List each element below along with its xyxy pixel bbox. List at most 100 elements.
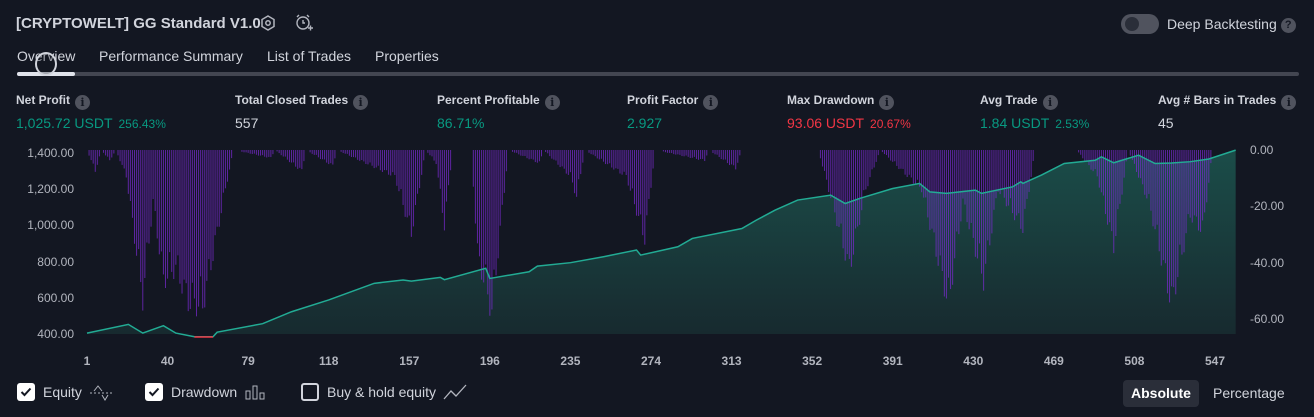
drawdown-bar xyxy=(439,150,441,189)
metric-label: Avg # Bars in Trades i xyxy=(1158,93,1297,110)
right-axis-label: -20.00 xyxy=(1250,199,1285,214)
info-icon[interactable]: i xyxy=(1281,95,1297,110)
drawdown-bar xyxy=(995,150,997,199)
drawdown-bar xyxy=(693,150,695,157)
drawdown-bar xyxy=(636,150,638,216)
metric-percent: 2.53% xyxy=(1055,117,1090,131)
drawdown-bar xyxy=(607,150,609,165)
info-icon[interactable]: i xyxy=(353,95,369,110)
add-alert-icon[interactable] xyxy=(294,13,314,38)
info-icon[interactable]: i xyxy=(544,95,560,110)
drawdown-bar xyxy=(900,150,902,169)
metric-value: 2.927 xyxy=(627,115,718,131)
info-icon[interactable]: i xyxy=(75,95,90,110)
drawdown-bar xyxy=(154,150,156,212)
drawdown-bar xyxy=(208,150,210,260)
drawdown-bar xyxy=(834,150,836,213)
metric-value-text: 1.84 USDT xyxy=(980,115,1050,131)
drawdown-bar xyxy=(134,150,136,244)
drawdown-bar xyxy=(445,150,447,202)
drawdown-bar xyxy=(563,150,565,169)
drawdown-bar xyxy=(985,150,987,264)
drawdown-bar xyxy=(433,150,435,161)
drawdown-bar xyxy=(731,150,733,165)
drawdown-bar xyxy=(852,150,854,255)
info-icon[interactable]: i xyxy=(879,95,895,110)
drawdown-bar xyxy=(927,150,929,218)
help-icon[interactable]: ? xyxy=(1280,18,1296,33)
legend-buy-hold[interactable]: Buy & hold equity xyxy=(301,383,468,401)
deep-backtesting-toggle[interactable] xyxy=(1121,14,1159,34)
settings-icon[interactable] xyxy=(259,14,277,37)
drawdown-bar xyxy=(1086,150,1088,162)
drawdown-bar xyxy=(1105,150,1107,215)
drawdown-bar xyxy=(400,150,402,190)
absolute-button[interactable]: Absolute xyxy=(1123,380,1199,407)
drawdown-bar xyxy=(619,150,621,174)
metric-value-text: 2.927 xyxy=(627,115,663,131)
info-icon[interactable]: i xyxy=(1042,95,1058,110)
drawdown-bar xyxy=(202,150,204,309)
metric-value-text: 86.71% xyxy=(437,115,485,131)
drawdown-bar xyxy=(662,150,664,152)
drawdown-bar xyxy=(522,150,524,156)
drawdown-bar xyxy=(177,150,179,256)
drawdown-bar xyxy=(571,150,573,183)
drawdown-checkbox[interactable] xyxy=(145,383,163,401)
drawdown-bar xyxy=(328,150,330,165)
drawdown-bar xyxy=(94,150,96,172)
x-axis-label: 508 xyxy=(1124,354,1145,368)
drawdown-bar xyxy=(1208,150,1210,183)
tab-performance-summary[interactable]: Performance Summary xyxy=(99,48,243,64)
drawdown-bar xyxy=(495,150,497,276)
drawdown-bar xyxy=(1032,150,1034,162)
drawdown-bar xyxy=(109,150,111,161)
drawdown-bar xyxy=(247,150,249,153)
drawdown-bar xyxy=(334,150,336,159)
drawdown-bar xyxy=(553,150,555,160)
drawdown-bar xyxy=(282,150,284,157)
drawdown-bar xyxy=(999,150,1001,195)
tab-properties[interactable]: Properties xyxy=(375,48,439,64)
percentage-button[interactable]: Percentage xyxy=(1213,385,1285,401)
buy-hold-checkbox[interactable] xyxy=(301,383,319,401)
drawdown-bar xyxy=(972,150,974,238)
drawdown-bar xyxy=(1113,150,1115,254)
drawdown-bar xyxy=(520,150,522,156)
drawdown-label: Drawdown xyxy=(171,384,238,400)
drawdown-bar xyxy=(220,150,222,214)
drawdown-bar xyxy=(162,150,164,275)
drawdown-bar xyxy=(503,150,505,193)
legend-drawdown[interactable]: Drawdown xyxy=(145,383,267,401)
drawdown-bar xyxy=(301,150,303,170)
drawdown-bar xyxy=(569,150,571,173)
drawdown-bar xyxy=(625,150,627,176)
drawdown-bar xyxy=(516,150,518,153)
tab-list-of-trades[interactable]: List of Trades xyxy=(267,48,352,64)
drawdown-bar xyxy=(528,150,530,160)
metric-label-text: Max Drawdown xyxy=(787,93,875,107)
drawdown-bar xyxy=(1119,150,1121,204)
drawdown-bar xyxy=(185,150,187,284)
equity-checkbox[interactable] xyxy=(17,383,35,401)
drawdown-bar xyxy=(557,150,559,165)
drawdown-bar xyxy=(491,150,493,310)
drawdown-bar xyxy=(443,150,445,231)
left-axis-label: 400.00 xyxy=(37,327,74,341)
legend-equity[interactable]: Equity xyxy=(17,383,114,401)
metric-total-closed-trades: Total Closed Trades i 557 xyxy=(235,93,369,131)
drawdown-bar xyxy=(648,150,650,199)
drawdown-bar xyxy=(1204,150,1206,213)
drawdown-bar xyxy=(1028,150,1030,192)
tab-scrollbar[interactable] xyxy=(17,72,1299,76)
drawdown-bar xyxy=(1030,150,1032,177)
drawdown-bar xyxy=(518,150,520,155)
info-icon[interactable]: i xyxy=(703,95,719,110)
drawdown-bar xyxy=(836,150,838,227)
drawdown-bar xyxy=(890,150,892,161)
drawdown-bar xyxy=(1005,150,1007,207)
drawdown-bar xyxy=(912,150,914,184)
drawdown-bar xyxy=(193,150,195,299)
drawdown-bar xyxy=(718,150,720,157)
drawdown-bar xyxy=(929,150,931,230)
